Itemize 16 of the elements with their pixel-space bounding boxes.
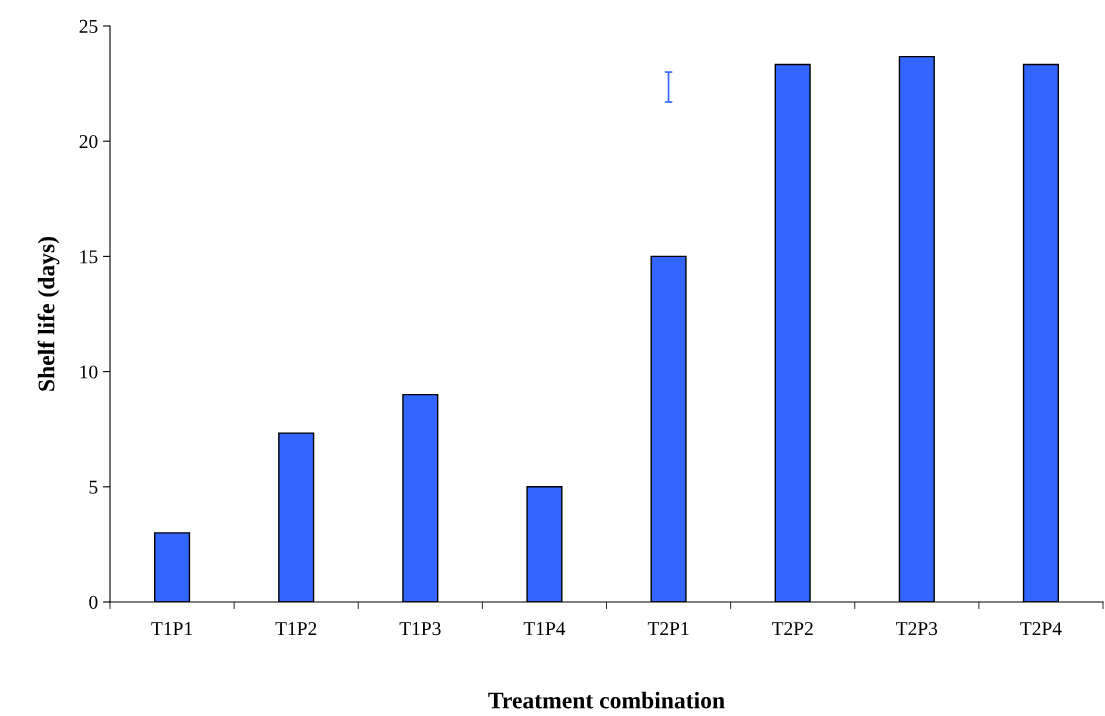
x-tick-label: T2P1 (647, 622, 689, 635)
y-tick-label: 15 (80, 250, 98, 264)
x-tick-label: T1P4 (523, 622, 566, 635)
x-tick-label: T2P2 (771, 622, 813, 635)
y-tick-label: 10 (80, 365, 98, 379)
y-axis-title: Shelf life (days) (37, 236, 60, 391)
y-tick-label: 5 (89, 480, 98, 494)
y-tick-label: 20 (79, 135, 98, 149)
x-tick-label: T2P4 (1020, 622, 1062, 635)
x-tick-label: T1P1 (151, 622, 192, 635)
x-axis-title: Treatment combination (488, 691, 725, 709)
x-tick-label: T2P3 (896, 622, 938, 636)
y-tick-label: 0 (89, 595, 98, 609)
x-tick-label: T1P2 (275, 622, 317, 635)
x-tick-label: T1P3 (399, 622, 441, 636)
y-tick-label: 25 (79, 19, 98, 33)
